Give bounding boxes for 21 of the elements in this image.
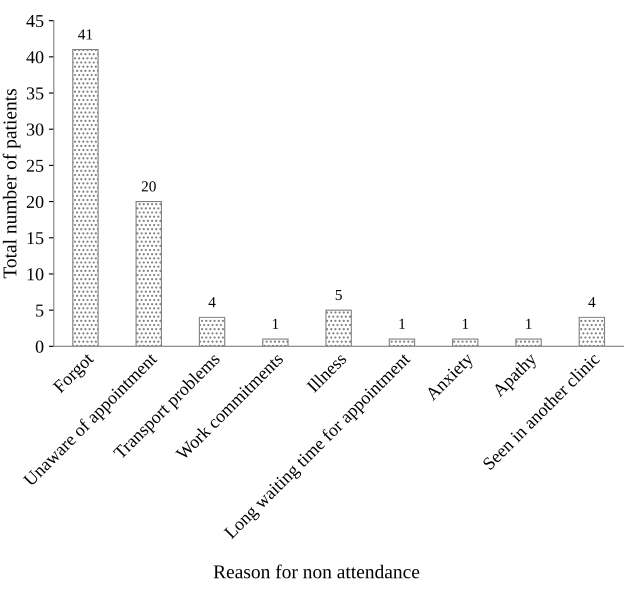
data-label: 4 [208,297,216,308]
y-tick-label: 20 [26,196,44,208]
data-label: 20 [142,181,156,192]
y-tick-label: 5 [36,304,44,317]
data-label: 4 [588,297,596,308]
y-tick-label: 30 [26,123,44,136]
y-tick-label: 15 [28,232,44,244]
y-tick-label: 10 [28,268,44,280]
y-tick-label: 0 [36,340,44,353]
y-tick-label: 35 [26,87,44,100]
y-axis-title: Total number of patients [2,89,20,278]
data-label: 1 [399,318,405,329]
x-axis-title: Reason for non attendance [214,564,420,578]
data-label: 1 [526,318,532,329]
data-label: 5 [336,290,342,300]
data-label: 1 [272,318,278,329]
y-tick-label: 45 [26,15,44,28]
y-tick-label: 40 [26,51,44,64]
data-label: 41 [78,29,92,40]
data-label: 1 [462,318,468,329]
y-tick-label: 25 [26,160,44,172]
